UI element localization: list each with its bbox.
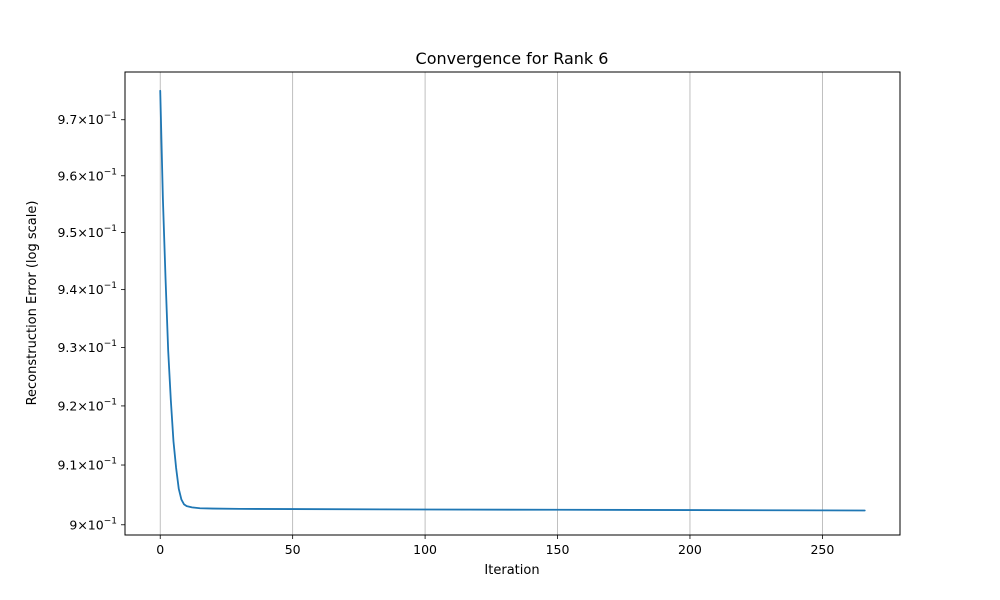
y-tick-label: 9.6×10−1: [57, 167, 117, 183]
series-layer: [159, 89, 866, 512]
series-line-0: [159, 89, 866, 512]
y-tick-label: 9.5×10−1: [57, 224, 117, 240]
plot-frame: [124, 71, 901, 536]
x-tick-label: 150: [546, 542, 570, 557]
y-tick-label: 9.3×10−1: [57, 339, 117, 355]
x-tick-label: 200: [678, 542, 702, 557]
y-tick-label: 9.1×10−1: [57, 457, 117, 473]
grid: [159, 72, 823, 535]
x-tick-label: 50: [285, 542, 301, 557]
chart-title: Convergence for Rank 6: [416, 49, 609, 68]
x-tick-label: 0: [156, 542, 164, 557]
x-tick-label: 250: [810, 542, 834, 557]
y-axis-label: Reconstruction Error (log scale): [25, 201, 40, 406]
x-axis-label: Iteration: [484, 563, 539, 578]
x-tick-label: 100: [413, 542, 437, 557]
x-axis: 0 50 100 150 200 250: [156, 535, 834, 557]
y-tick-label: 9.7×10−1: [57, 111, 117, 127]
y-tick-label: 9×10−1: [69, 516, 117, 532]
y-axis: 9×10−1 9.1×10−1 9.2×10−1 9.3×10−1 9.4×10−1 9.…: [57, 111, 125, 532]
y-tick-label: 9.4×10−1: [57, 281, 117, 297]
y-tick-label: 9.2×10−1: [57, 397, 117, 413]
